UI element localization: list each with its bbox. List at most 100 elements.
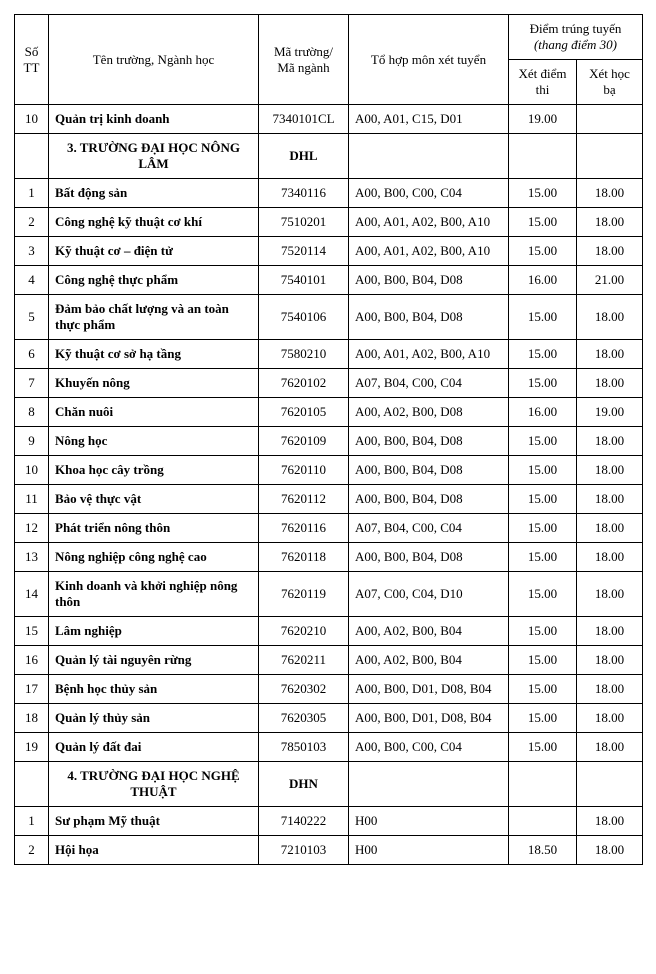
- cell-code: 7620110: [259, 456, 349, 485]
- cell-name: Quản trị kinh doanh: [49, 105, 259, 134]
- cell-thi: 15.00: [509, 646, 577, 675]
- cell-stt: 10: [15, 105, 49, 134]
- table-row: 13Nông nghiệp công nghệ cao7620118A00, B…: [15, 543, 643, 572]
- cell-hb: 18.00: [577, 646, 643, 675]
- cell-stt: 15: [15, 617, 49, 646]
- cell-thi: 15.00: [509, 617, 577, 646]
- admission-table: Số TT Tên trường, Ngành học Mã trường/ M…: [14, 14, 643, 865]
- cell-name: Quản lý tài nguyên rừng: [49, 646, 259, 675]
- cell-combo: A00, A01, A02, B00, A10: [349, 340, 509, 369]
- cell-thi: 15.00: [509, 485, 577, 514]
- header-score-title: Điểm trúng tuyến: [530, 21, 622, 36]
- cell-thi: 15.00: [509, 427, 577, 456]
- cell-name: Sư phạm Mỹ thuật: [49, 807, 259, 836]
- cell-combo: A00, A01, C15, D01: [349, 105, 509, 134]
- header-name: Tên trường, Ngành học: [49, 15, 259, 105]
- table-row: 4Công nghệ thực phẩm7540101A00, B00, B04…: [15, 266, 643, 295]
- cell-hb: 18.00: [577, 295, 643, 340]
- cell-thi: 15.00: [509, 340, 577, 369]
- cell-name: Nông nghiệp công nghệ cao: [49, 543, 259, 572]
- cell-thi: 15.00: [509, 179, 577, 208]
- cell-combo: A00, A01, A02, B00, A10: [349, 208, 509, 237]
- cell-hb: 18.00: [577, 704, 643, 733]
- cell-code: 7620211: [259, 646, 349, 675]
- cell-thi: 15.00: [509, 295, 577, 340]
- cell-combo: [349, 762, 509, 807]
- cell-thi: 15.00: [509, 369, 577, 398]
- cell-hb: 18.00: [577, 369, 643, 398]
- cell-combo: A07, B04, C00, C04: [349, 369, 509, 398]
- table-body: 10Quản trị kinh doanh7340101CLA00, A01, …: [15, 105, 643, 865]
- cell-code: 7340116: [259, 179, 349, 208]
- cell-section-title: 4. TRƯỜNG ĐẠI HỌC NGHỆ THUẬT: [49, 762, 259, 807]
- cell-stt: 13: [15, 543, 49, 572]
- cell-hb: 21.00: [577, 266, 643, 295]
- header-stt: Số TT: [15, 15, 49, 105]
- cell-hb: 18.00: [577, 543, 643, 572]
- cell-combo: A00, A01, A02, B00, A10: [349, 237, 509, 266]
- cell-stt: 2: [15, 208, 49, 237]
- table-row: 14Kinh doanh và khởi nghiệp nông thôn762…: [15, 572, 643, 617]
- table-row: 12Phát triển nông thôn7620116A07, B04, C…: [15, 514, 643, 543]
- cell-stt: 6: [15, 340, 49, 369]
- cell-combo: A00, B00, B04, D08: [349, 266, 509, 295]
- cell-code: 7620109: [259, 427, 349, 456]
- cell-code: 7620102: [259, 369, 349, 398]
- table-row: 2Hội họa7210103H0018.5018.00: [15, 836, 643, 865]
- cell-name: Bệnh học thủy sản: [49, 675, 259, 704]
- cell-name: Khuyến nông: [49, 369, 259, 398]
- table-row: 16Quản lý tài nguyên rừng7620211A00, A02…: [15, 646, 643, 675]
- cell-code: DHL: [259, 134, 349, 179]
- cell-thi: 15.00: [509, 543, 577, 572]
- cell-code: 7620116: [259, 514, 349, 543]
- cell-hb: 18.00: [577, 456, 643, 485]
- table-row: 1Sư phạm Mỹ thuật7140222H0018.00: [15, 807, 643, 836]
- table-row: 6Kỹ thuật cơ sở hạ tầng7580210A00, A01, …: [15, 340, 643, 369]
- header-score-hb: Xét học bạ: [577, 60, 643, 105]
- cell-thi: 16.00: [509, 266, 577, 295]
- cell-code: 7620305: [259, 704, 349, 733]
- cell-combo: A00, A02, B00, B04: [349, 617, 509, 646]
- cell-hb: [577, 762, 643, 807]
- cell-hb: 18.00: [577, 340, 643, 369]
- cell-name: Quản lý đất đai: [49, 733, 259, 762]
- cell-combo: A00, B00, B04, D08: [349, 295, 509, 340]
- table-header: Số TT Tên trường, Ngành học Mã trường/ M…: [15, 15, 643, 105]
- cell-name: Công nghệ kỹ thuật cơ khí: [49, 208, 259, 237]
- cell-code: 7510201: [259, 208, 349, 237]
- cell-hb: 18.00: [577, 485, 643, 514]
- cell-code: 7620210: [259, 617, 349, 646]
- cell-combo: A00, B00, B04, D08: [349, 427, 509, 456]
- table-row: 10Quản trị kinh doanh7340101CLA00, A01, …: [15, 105, 643, 134]
- cell-combo: A00, B00, B04, D08: [349, 456, 509, 485]
- cell-combo: A00, B00, D01, D08, B04: [349, 675, 509, 704]
- cell-thi: 15.00: [509, 237, 577, 266]
- table-row: 11Bảo vệ thực vật7620112A00, B00, B04, D…: [15, 485, 643, 514]
- cell-combo: A00, B00, D01, D08, B04: [349, 704, 509, 733]
- cell-code: DHN: [259, 762, 349, 807]
- cell-name: Quản lý thủy sản: [49, 704, 259, 733]
- cell-code: 7140222: [259, 807, 349, 836]
- table-row: 19Quản lý đất đai7850103A00, B00, C00, C…: [15, 733, 643, 762]
- table-row: 5Đảm bảo chất lượng và an toàn thực phẩm…: [15, 295, 643, 340]
- cell-stt: 4: [15, 266, 49, 295]
- cell-name: Khoa học cây trồng: [49, 456, 259, 485]
- cell-combo: A00, A02, B00, D08: [349, 398, 509, 427]
- header-score-thi: Xét điểm thi: [509, 60, 577, 105]
- section-row: 4. TRƯỜNG ĐẠI HỌC NGHỆ THUẬTDHN: [15, 762, 643, 807]
- cell-combo: A07, C00, C04, D10: [349, 572, 509, 617]
- cell-hb: 18.00: [577, 807, 643, 836]
- cell-combo: A07, B04, C00, C04: [349, 514, 509, 543]
- cell-stt: 2: [15, 836, 49, 865]
- cell-combo: A00, B00, C00, C04: [349, 179, 509, 208]
- cell-code: 7620105: [259, 398, 349, 427]
- table-row: 17Bệnh học thủy sản7620302A00, B00, D01,…: [15, 675, 643, 704]
- cell-hb: [577, 105, 643, 134]
- cell-stt: 5: [15, 295, 49, 340]
- cell-thi: [509, 762, 577, 807]
- cell-name: Bảo vệ thực vật: [49, 485, 259, 514]
- cell-thi: [509, 807, 577, 836]
- cell-hb: 18.00: [577, 237, 643, 266]
- cell-stt: 18: [15, 704, 49, 733]
- header-score-group: Điểm trúng tuyến (thang điểm 30): [509, 15, 643, 60]
